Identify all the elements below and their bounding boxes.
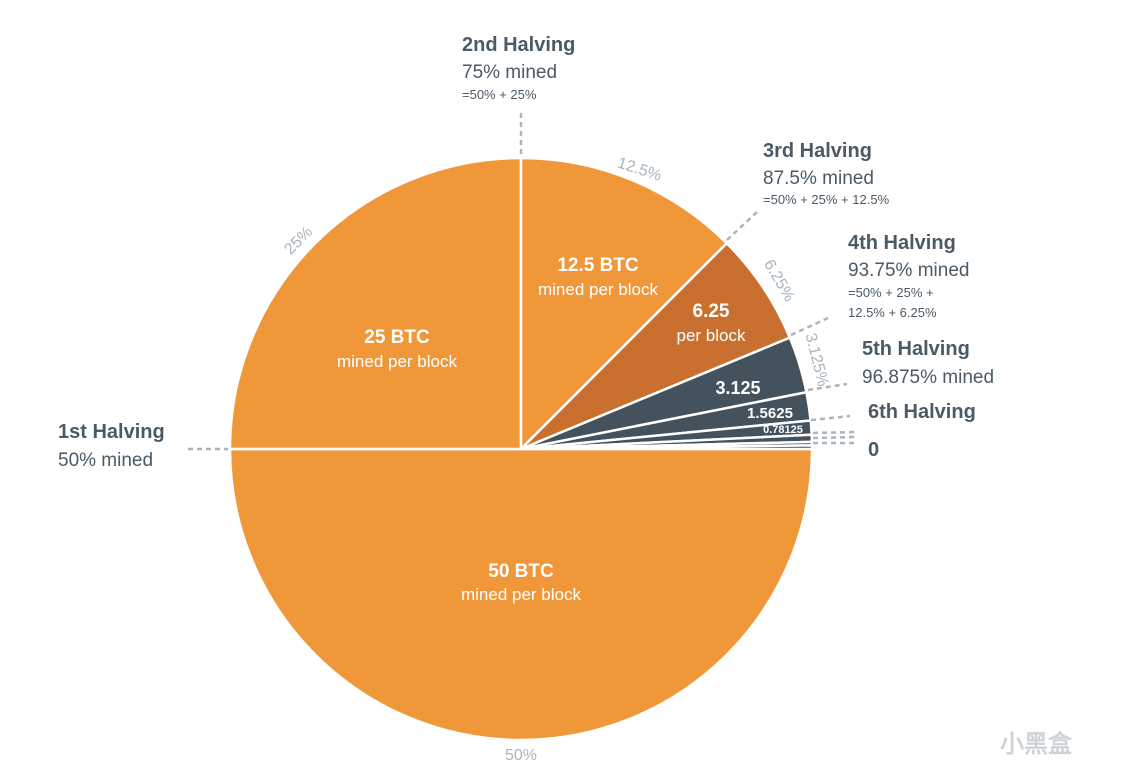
- halving-title: 0: [868, 439, 879, 461]
- leader-line: [790, 316, 829, 337]
- halving-formula: =50% + 25% +: [848, 285, 934, 300]
- halving-title: 1st Halving: [58, 421, 165, 443]
- halving-labels: 1st Halving 50% mined 2nd Halving 75% mined…: [58, 34, 994, 471]
- leader-line: [812, 430, 857, 435]
- slice-value-label: 12.5 BTC: [557, 255, 639, 276]
- slice-value-label: 6.25: [693, 301, 730, 322]
- leader-lines: [188, 113, 857, 451]
- halving-title: 4th Halving: [848, 232, 956, 254]
- slice-caption-label: mined per block: [538, 280, 659, 299]
- leader-line: [810, 414, 851, 422]
- pie-slice-3: [519, 156, 729, 451]
- slice-value-label: 0.78125: [763, 424, 803, 436]
- halving-mined-label: 93.75% mined: [848, 260, 969, 281]
- pie-slice-4: [519, 241, 792, 451]
- halving-title: 6th Halving: [868, 401, 976, 423]
- pie-slice-10: [519, 444, 814, 451]
- halving-mined-label: 75% mined: [462, 62, 557, 83]
- halving-formula: =50% + 25%: [462, 87, 537, 102]
- halving-mined-label: 96.875% mined: [862, 367, 994, 388]
- pie-slice-2: [228, 156, 523, 451]
- slice-caption-label: per block: [677, 326, 746, 345]
- slice-caption-label: mined per block: [461, 585, 582, 604]
- leader-line: [812, 435, 857, 440]
- halving-formula: 12.5% + 6.25%: [848, 305, 937, 320]
- watermark-text: 小黑盒: [1000, 730, 1073, 758]
- leader-line: [726, 211, 758, 241]
- halving-title: 2nd Halving: [462, 34, 575, 56]
- leader-line: [807, 382, 848, 392]
- slice-labels: 50 BTC mined per block 25 BTC mined per blo…: [337, 255, 803, 604]
- halving-mined-label: 50% mined: [58, 450, 153, 471]
- slice-value-label: 50 BTC: [488, 561, 554, 582]
- slice-percent-label: 50%: [505, 747, 537, 764]
- halving-title: 3rd Halving: [763, 140, 872, 162]
- halving-formula: =50% + 25% + 12.5%: [763, 192, 890, 207]
- halving-mined-label: 87.5% mined: [763, 168, 874, 189]
- slice-value-label: 3.125: [715, 378, 760, 398]
- slice-percent-label: 3.125%: [802, 332, 832, 389]
- slice-caption-label: mined per block: [337, 352, 458, 371]
- pie-slice-1: [228, 447, 814, 742]
- watermark: 小黑盒: [1000, 730, 1073, 758]
- slice-value-label: 25 BTC: [364, 327, 430, 348]
- pie-slices: [228, 156, 814, 742]
- halving-title: 5th Halving: [862, 338, 970, 360]
- slice-value-label: 1.5625: [747, 405, 793, 422]
